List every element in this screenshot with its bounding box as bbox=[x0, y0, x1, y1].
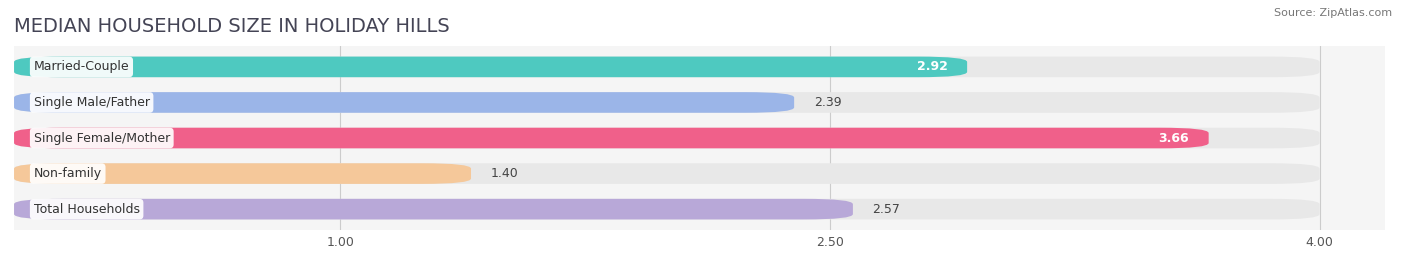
Text: 2.57: 2.57 bbox=[873, 203, 900, 216]
Text: 1.40: 1.40 bbox=[491, 167, 519, 180]
FancyBboxPatch shape bbox=[14, 92, 1320, 113]
FancyBboxPatch shape bbox=[14, 163, 1320, 184]
FancyBboxPatch shape bbox=[14, 199, 853, 219]
Text: MEDIAN HOUSEHOLD SIZE IN HOLIDAY HILLS: MEDIAN HOUSEHOLD SIZE IN HOLIDAY HILLS bbox=[14, 17, 450, 36]
Text: 3.66: 3.66 bbox=[1159, 132, 1189, 144]
Text: Single Male/Father: Single Male/Father bbox=[34, 96, 149, 109]
FancyBboxPatch shape bbox=[14, 92, 794, 113]
FancyBboxPatch shape bbox=[14, 57, 1320, 77]
Text: 2.92: 2.92 bbox=[917, 60, 948, 73]
Text: 2.39: 2.39 bbox=[814, 96, 841, 109]
Text: Total Households: Total Households bbox=[34, 203, 139, 216]
FancyBboxPatch shape bbox=[14, 128, 1320, 148]
FancyBboxPatch shape bbox=[14, 163, 471, 184]
FancyBboxPatch shape bbox=[14, 57, 967, 77]
FancyBboxPatch shape bbox=[14, 199, 1320, 219]
Text: Married-Couple: Married-Couple bbox=[34, 60, 129, 73]
Text: Single Female/Mother: Single Female/Mother bbox=[34, 132, 170, 144]
FancyBboxPatch shape bbox=[14, 128, 1209, 148]
Text: Non-family: Non-family bbox=[34, 167, 101, 180]
Text: Source: ZipAtlas.com: Source: ZipAtlas.com bbox=[1274, 8, 1392, 18]
